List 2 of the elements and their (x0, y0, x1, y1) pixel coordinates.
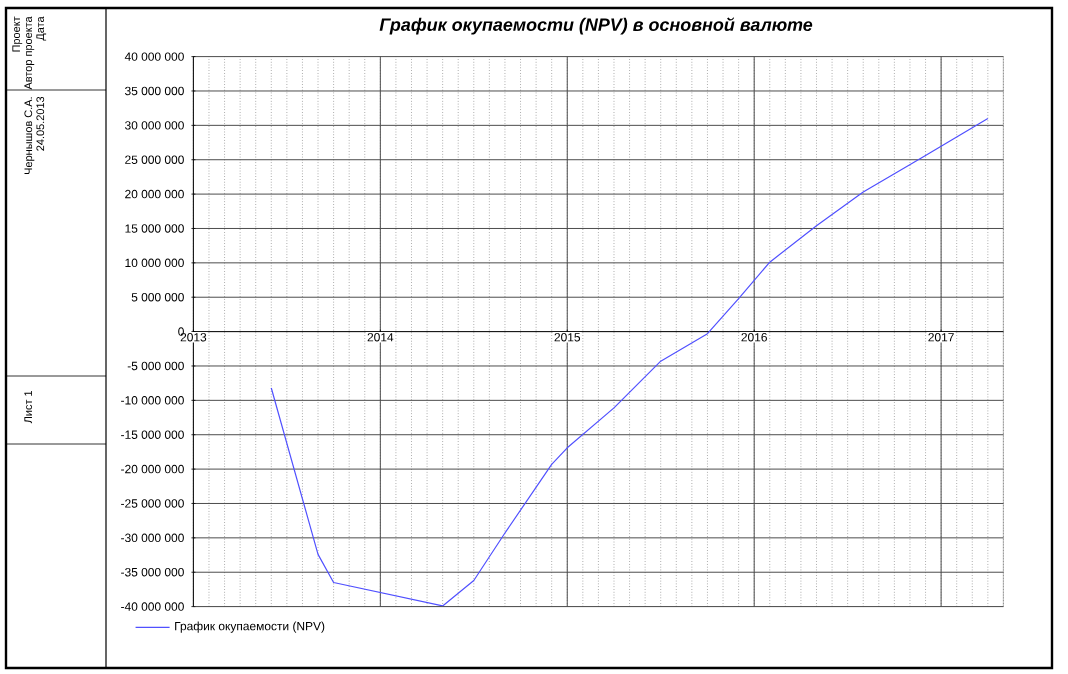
chart-title: График окупаемости (NPV) в основной валюте (379, 17, 813, 35)
line-series (270, 117, 989, 607)
